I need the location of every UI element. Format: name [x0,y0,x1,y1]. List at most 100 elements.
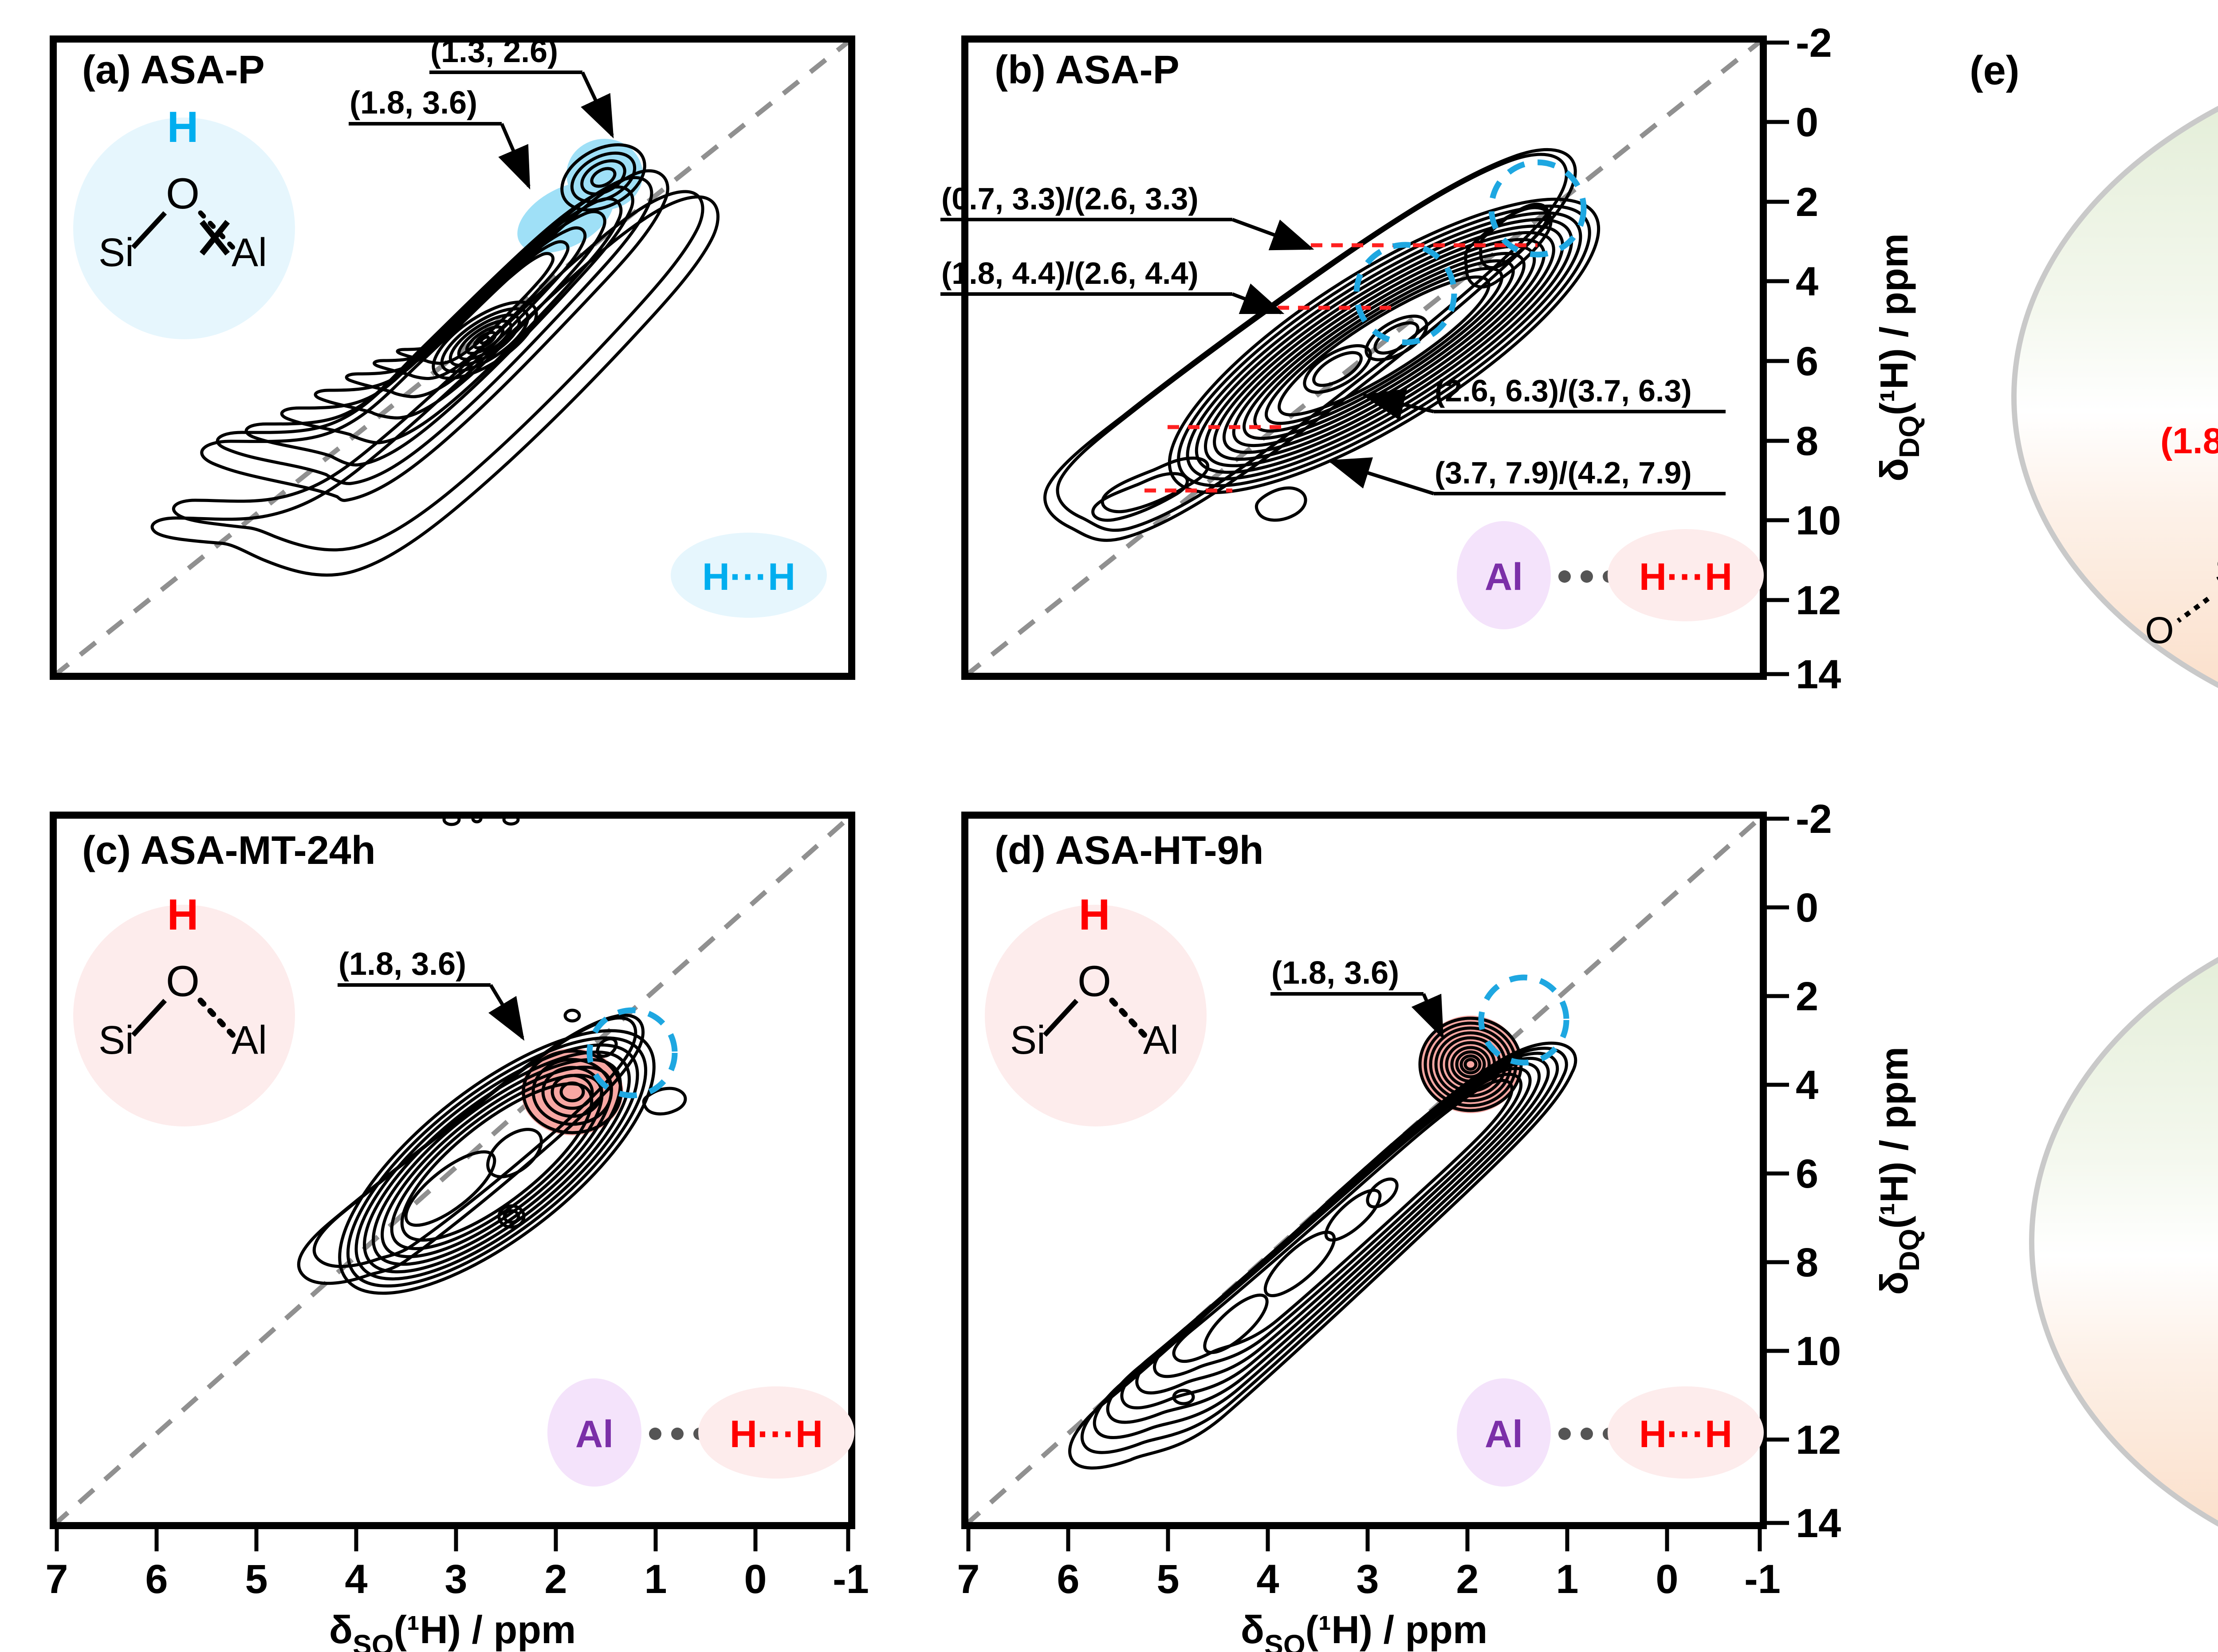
inset-bond-si-o-c [131,999,167,1037]
annotation-arrow-b-4 [1327,457,1435,495]
x-tick-label: 4 [345,1557,367,1602]
x-axis-d: 7 6 5 4 3 2 1 0 -1 δSQ(¹H) / ppm [957,1529,1781,1652]
panel-a: (a) ASA-P H O Si Al (1.3, 2.6) (1.8, 3.6… [50,34,855,680]
contour-set-d [1068,1016,1577,1470]
y-ticks-d [1767,816,1789,1525]
annotation-label-a-2: (1.8, 3.6) [350,85,477,121]
y-tick-label: 10 [1796,1329,1841,1374]
inset-bubble-d [985,905,1207,1126]
panel-c-title: (c) ASA-MT-24h [82,828,376,873]
inset-bond-si-o-d [1042,999,1079,1037]
inset-atom-si-c: Si [98,1018,134,1063]
ppm-label-top-1: (1.8 ppm) [2160,421,2218,461]
annotation-arrow-b-1 [1231,218,1314,251]
contour-set-a [150,143,720,577]
y-axis-rest: (¹H) / ppm [1872,1047,1916,1229]
x-tick-label: 3 [1356,1557,1379,1602]
x-tick-label: 2 [1456,1557,1479,1602]
x-ticks-d [966,1529,1762,1551]
x-tick-label: 0 [1656,1557,1678,1602]
panel-b-frame [961,35,1767,680]
top-left-cluster: Al Al O O Al OH HO Si Si [2145,549,2218,687]
legend-label-al-d: Al [1485,1413,1523,1456]
legend-bubble-al-b [1457,521,1551,629]
panel-e-label: (e) [1970,48,2019,93]
x-tick-label: -1 [833,1557,869,1602]
x-tick-labels-d: 7 6 5 4 3 2 1 0 -1 [957,1557,1780,1602]
annotation-label-b-2: (1.8, 4.4)/(2.6, 4.4) [941,256,1199,290]
red-dashed-markers-b [1144,243,1538,493]
x-tick-label: 7 [957,1557,979,1602]
x-tick-label: 1 [644,1557,667,1602]
x-axis-c: 7 6 5 4 3 2 1 0 -1 δSQ(¹H) / ppm [45,1529,869,1652]
inset-atom-h-a: H [167,102,199,151]
annotation-label-b-4: (3.7, 7.9)/(4.2, 7.9) [1435,455,1692,490]
x-axis-title-d: δSQ(¹H) / ppm [1241,1608,1487,1652]
legend-dots-b [1558,570,1615,583]
x-axis-rest: (¹H) / ppm [1306,1608,1488,1652]
inset-bubble-c [73,905,295,1126]
y-axis-delta: δ [1872,458,1916,482]
y-ticks-b [1767,40,1789,676]
y-tick-label: -2 [1796,20,1832,66]
legend-dots-d [1558,1428,1615,1440]
y-tick-label: 4 [1796,1063,1818,1108]
inset-atom-si-d: Si [1010,1018,1046,1063]
svg-text:δDQ(¹H) / ppm: δDQ(¹H) / ppm [1872,1047,1925,1295]
annotation-arrow-b-2 [1231,283,1285,314]
inset-bond-si-o-a [131,211,167,249]
x-tick-label: 6 [1057,1557,1079,1602]
annotation-arrow-c-1 [488,984,525,1041]
legend-label-hh-c: H···H [730,1413,823,1456]
y-axis-title-d: δDQ(¹H) / ppm [1872,1047,1925,1295]
legend-bubble-al-c [547,1378,641,1487]
blue-dashed-circle-c [586,1007,678,1099]
blue-dashed-circle-b1 [1488,159,1587,258]
y-tick-label: 0 [1796,885,1818,930]
y-tick-label: 2 [1796,180,1818,225]
legend-label-hh-d: H···H [1639,1413,1732,1456]
y-axis-b: -2 0 2 4 6 8 10 12 14 δDQ(¹H) / ppm [1767,20,1925,697]
x-tick-label: 7 [45,1557,68,1602]
x-tick-label: 2 [544,1557,567,1602]
x-tick-label: 3 [444,1557,467,1602]
x-axis-sub: SQ [353,1629,393,1652]
annotation-label-a-1: (1.3, 2.6) [430,34,558,69]
panel-a-title: (a) ASA-P [82,48,265,92]
atom-o: O [2145,609,2174,651]
inset-atom-h-c: H [167,890,199,939]
y-axis-d: -2 0 2 4 6 8 10 12 14 δDQ(¹H) / ppm [1767,797,1925,1546]
x-tick-labels-c: 7 6 5 4 3 2 1 0 -1 [45,1557,869,1602]
x-axis-delta: δ [1241,1608,1264,1652]
y-tick-label: 6 [1796,1151,1818,1197]
top-ellipse [2011,106,2218,688]
blue-dashed-circle-d [1478,974,1569,1066]
annotation-arrow-b-3 [1362,388,1434,420]
inset-block-x2-a [199,220,230,256]
inset-atom-al-c: Al [232,1018,267,1063]
y-tick-label: 4 [1796,259,1818,304]
panel-e: (e) Al₂O₃ SiO₂ Al Al O O Al OH HO [1970,48,2218,1527]
panel-c-frame [50,812,855,1529]
y-tick-label: -2 [1796,797,1832,842]
panel-d-frame [961,812,1767,1529]
panel-a-frame [50,35,855,680]
inset-atom-o-a: O [166,169,200,218]
legend-bubble-hh-b [1608,529,1764,621]
inset-atom-al-a: Al [232,231,267,275]
legend-bubble-hh-c [698,1386,854,1479]
y-tick-label: 14 [1796,652,1841,697]
inset-atom-o-d: O [1078,957,1111,1005]
y-axis-sub: DQ [1893,416,1925,458]
annotation-arrow-a-2 [498,123,531,190]
y-tick-label: 14 [1796,1501,1841,1546]
annotation-label-b-1: (0.7, 3.3)/(2.6, 3.3) [941,181,1199,216]
y-tick-labels-b: -2 0 2 4 6 8 10 12 14 [1796,20,1841,697]
x-tick-label: 5 [245,1557,267,1602]
legend-label-al-b: Al [1485,556,1523,598]
legend-bubble-a [671,533,827,618]
y-tick-label: 12 [1796,1417,1841,1463]
x-axis-title-c: δSQ(¹H) / ppm [329,1608,576,1652]
annotation-label-c-1: (1.8, 3.6) [338,946,466,982]
